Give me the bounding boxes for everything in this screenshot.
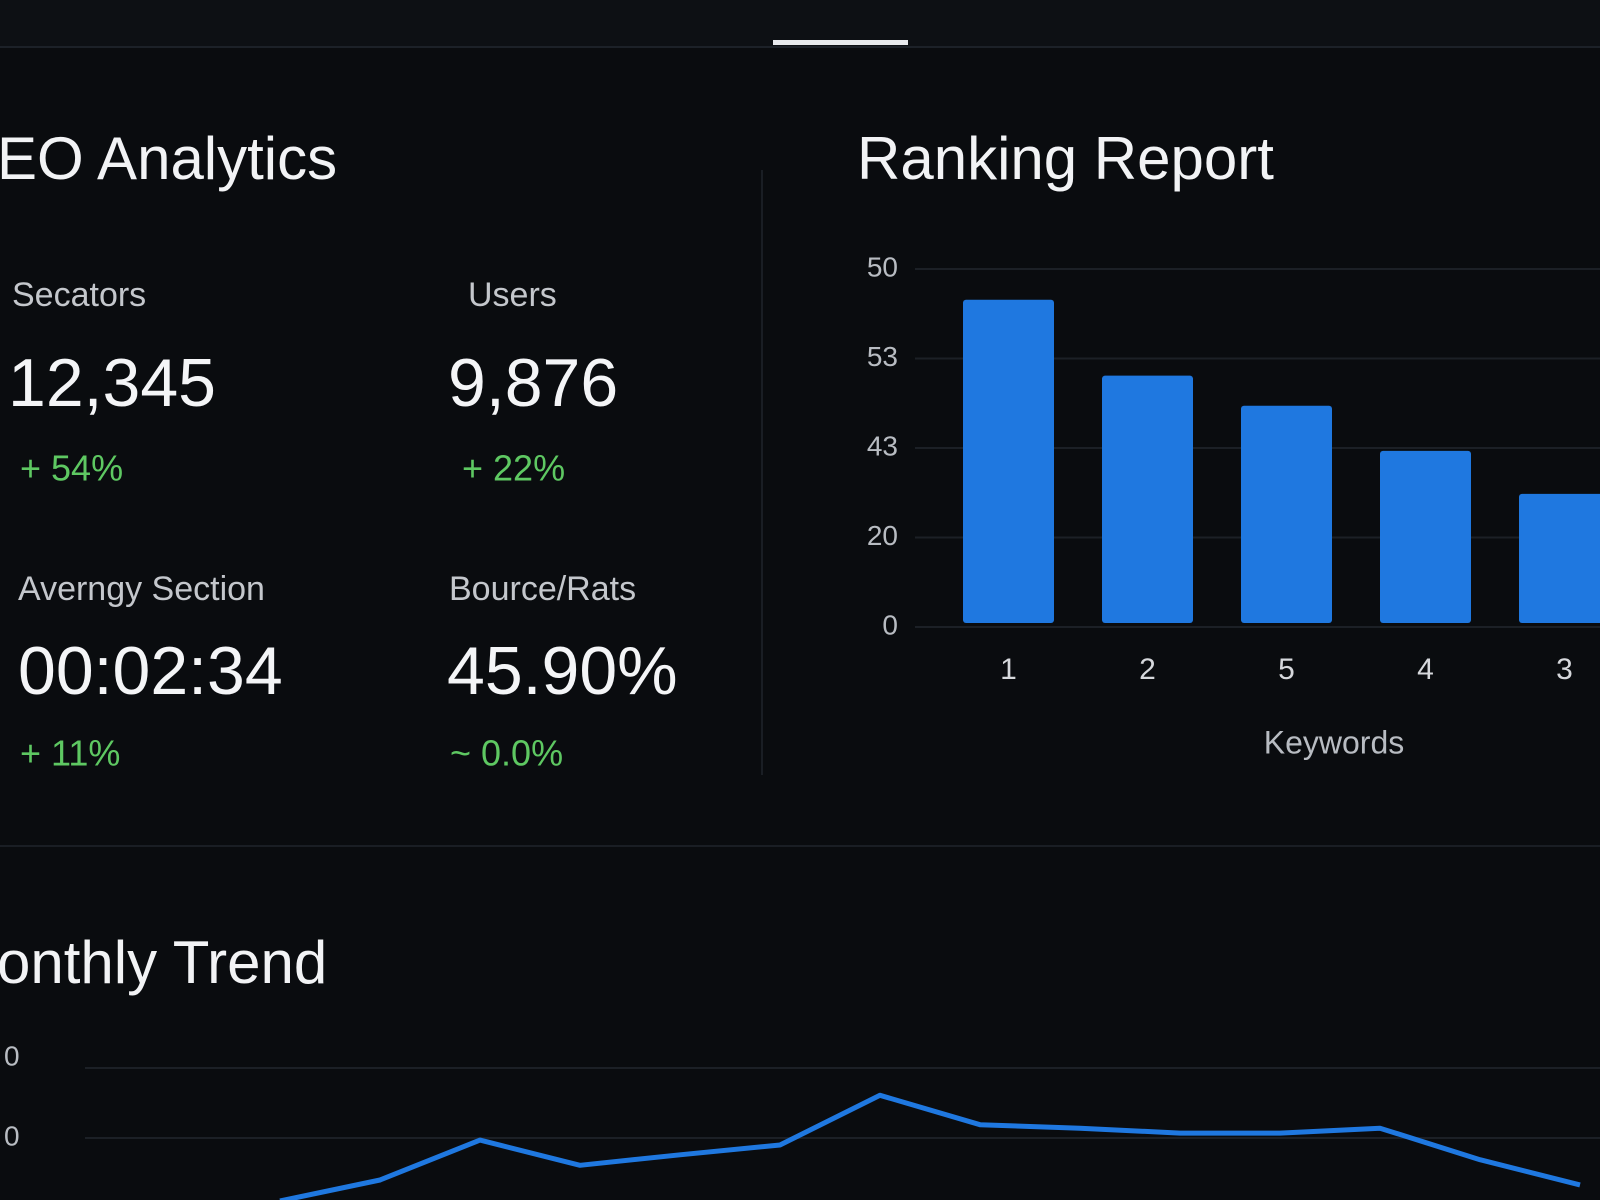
y-tick-label: 0 [4, 1120, 20, 1151]
y-tick-label: 20 [867, 520, 898, 551]
chart-title: onthly Trend [0, 929, 327, 996]
x-tick-label: 1 [1000, 653, 1017, 686]
x-tick-label: 3 [1556, 653, 1573, 686]
trend-line [279, 1092, 1581, 1200]
metrics: Secators 12,345 + 54% Users 9,876 + 22% Averng… [8, 276, 678, 774]
active-tab-indicator[interactable] [773, 40, 908, 45]
y-tick-label: 50 [867, 251, 898, 282]
metric-change: ~ 0.0% [450, 733, 563, 774]
bar [1519, 493, 1600, 623]
metric-value: 9,876 [448, 345, 618, 421]
bar [1380, 450, 1471, 623]
bar [1241, 405, 1332, 623]
y-tick-label: 53 [867, 341, 898, 372]
metric-label: Averngy Section [18, 570, 265, 608]
chart-title: Ranking Report [857, 125, 1274, 192]
metric-value: 12,345 [8, 345, 216, 421]
x-tick-label: 4 [1417, 653, 1434, 686]
top-bar [0, 0, 1600, 46]
metric-change: + 22% [462, 448, 565, 489]
bar [963, 299, 1054, 623]
x-axis-label: Keywords [1264, 724, 1405, 760]
x-tick-label: 5 [1278, 653, 1295, 686]
metric-value: 00:02:34 [18, 633, 283, 709]
x-tick-label: 2 [1139, 653, 1156, 686]
metric-label: Secators [12, 276, 146, 314]
metric-label: Bource/Rats [449, 570, 636, 608]
y-tick-label: 0 [882, 609, 898, 640]
y-tick-label: 0 [4, 1040, 20, 1071]
bar [1102, 375, 1193, 623]
section-title: EO Analytics [0, 125, 337, 192]
metric-change: + 54% [20, 448, 123, 489]
metric-change: + 11% [20, 733, 120, 774]
metric-value: 45.90% [447, 633, 678, 709]
y-tick-label: 43 [867, 430, 898, 461]
metric-label: Users [468, 276, 557, 314]
